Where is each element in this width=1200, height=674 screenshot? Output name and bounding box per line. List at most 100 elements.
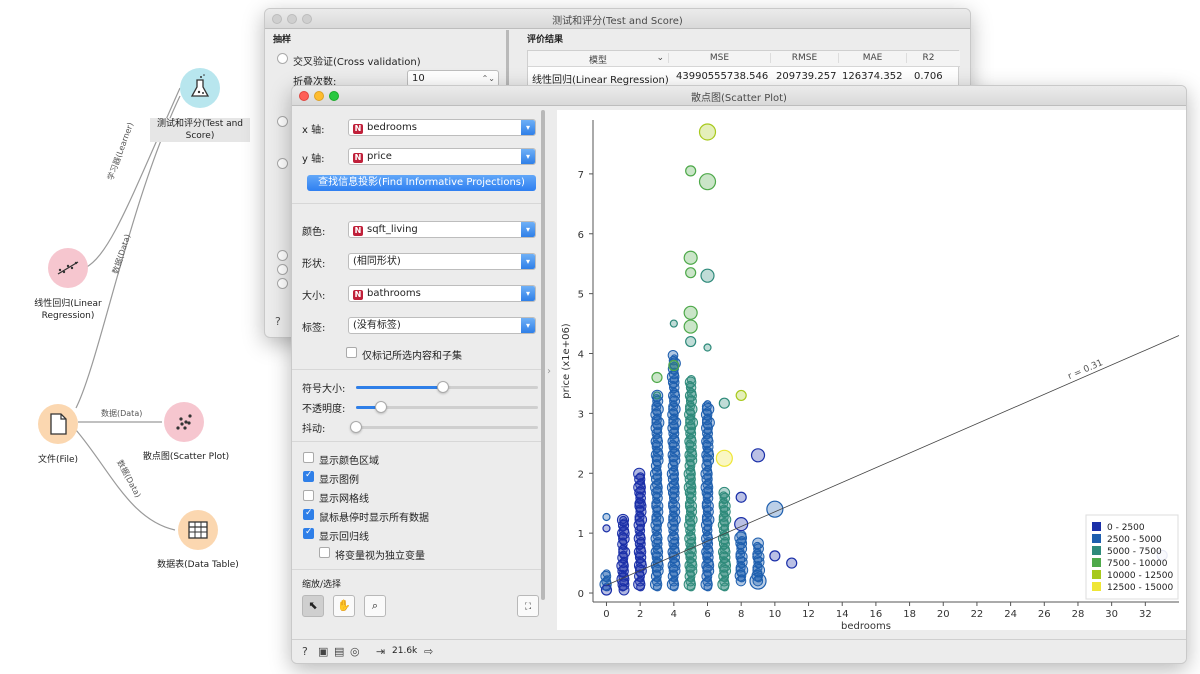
data-point xyxy=(686,375,696,385)
reset-zoom-button[interactable]: ⛶ xyxy=(517,595,539,617)
sampling-radio[interactable] xyxy=(277,250,288,261)
test-score-titlebar[interactable]: 测试和评分(Test and Score) xyxy=(265,9,970,29)
table-header: 模型 ⌄ MSE RMSE MAE R2 xyxy=(528,51,960,67)
select-tool-button[interactable]: ⬉ xyxy=(302,595,324,617)
data-point xyxy=(651,371,663,384)
data-point xyxy=(667,349,679,361)
sampling-radio[interactable] xyxy=(277,264,288,275)
cell-mae: 126374.352 xyxy=(842,71,903,82)
data-point xyxy=(736,530,747,541)
slider-knob[interactable] xyxy=(350,421,362,433)
data-count: 21.6k xyxy=(392,646,418,656)
chevron-down-icon: ▾ xyxy=(521,222,535,237)
show-regression-line-label: 显示回归线 xyxy=(319,532,369,543)
pan-tool-button[interactable]: ✋ xyxy=(333,595,355,617)
workflow-node-data-table[interactable] xyxy=(178,510,218,550)
column-header-model[interactable]: 模型 ⌄ xyxy=(588,53,664,66)
column-header-mae[interactable]: MAE xyxy=(838,53,906,63)
show-gridlines-checkbox[interactable] xyxy=(303,490,314,501)
data-point xyxy=(734,517,749,532)
file-icon xyxy=(50,413,67,435)
sampling-radio[interactable] xyxy=(277,278,288,289)
data-point xyxy=(735,491,747,503)
show-color-regions-checkbox[interactable] xyxy=(303,452,314,463)
minimize-button[interactable] xyxy=(314,91,324,101)
data-point xyxy=(769,550,781,562)
show-all-on-hover-label: 鼠标悬停时显示所有数据 xyxy=(319,513,429,524)
table-row[interactable]: 线性回归(Linear Regression) 43990555738.546 … xyxy=(528,69,960,87)
show-regression-line-checkbox[interactable] xyxy=(303,527,314,539)
show-all-on-hover-checkbox[interactable] xyxy=(303,508,314,520)
zoom-button[interactable] xyxy=(329,91,339,101)
y-tick-label: 7 xyxy=(578,170,584,181)
fullscreen-icon: ⛶ xyxy=(524,602,532,612)
divider xyxy=(292,569,542,570)
data-point xyxy=(633,481,646,494)
opacity-slider[interactable] xyxy=(356,401,538,413)
cell-mse: 43990555738.546 xyxy=(676,71,769,82)
x-tick-label: 10 xyxy=(768,609,781,620)
divider xyxy=(292,203,542,204)
save-icon[interactable]: ▣ xyxy=(318,645,329,658)
window-title: 测试和评分(Test and Score) xyxy=(552,16,683,27)
numeric-variable-icon: N xyxy=(353,226,363,236)
find-projections-button[interactable]: 查找信息投影(Find Informative Projections) xyxy=(307,175,536,191)
data-point xyxy=(634,497,646,509)
y-tick-label: 6 xyxy=(578,230,584,241)
slider-knob[interactable] xyxy=(437,381,450,393)
slider-knob[interactable] xyxy=(375,401,388,413)
data-point xyxy=(684,376,697,389)
data-point xyxy=(602,524,611,533)
symbol-size-slider[interactable] xyxy=(356,381,538,393)
minimize-button[interactable] xyxy=(287,14,297,24)
legend-swatch xyxy=(1092,534,1101,543)
column-header-mse[interactable]: MSE xyxy=(668,53,770,63)
data-point xyxy=(650,481,663,494)
sampling-panel: 抽样 交叉验证(Cross validation) 折叠次数: 10 ⌃⌄ ? xyxy=(265,30,510,330)
treat-independent-checkbox[interactable] xyxy=(319,547,330,558)
sampling-radio[interactable] xyxy=(277,158,288,169)
column-header-rmse[interactable]: RMSE xyxy=(770,53,838,63)
scatter-titlebar[interactable]: 散点图(Scatter Plot) xyxy=(292,86,1186,106)
label-select[interactable]: (没有标签) ▾ xyxy=(348,317,536,334)
x-tick-label: 16 xyxy=(870,609,883,620)
help-icon[interactable]: ? xyxy=(275,315,281,328)
plot-area[interactable]: 0 2 4 6 8 10 12 14 16 18 20 22 24 26 28 30 32 0 1 2 3 4 5 6 7 bed… xyxy=(557,110,1186,632)
workflow-node-scatter-plot[interactable] xyxy=(164,402,204,442)
x-tick-label: 4 xyxy=(671,609,677,620)
legend-label: 2500 - 5000 xyxy=(1107,535,1162,545)
workflow-node-linear-regression[interactable] xyxy=(48,248,88,288)
legend-label: 7500 - 10000 xyxy=(1107,559,1168,569)
jitter-slider[interactable] xyxy=(350,421,538,433)
shape-select[interactable]: (相同形状) ▾ xyxy=(348,253,536,270)
workflow-node-test-score[interactable] xyxy=(180,68,220,108)
scatter-plot[interactable]: 0 2 4 6 8 10 12 14 16 18 20 22 24 26 28 30 3201234567bed… xyxy=(557,110,1186,632)
panel-scrollbar[interactable] xyxy=(541,110,545,600)
zoom-tool-button[interactable]: ⌕ xyxy=(364,595,386,617)
close-button[interactable] xyxy=(299,91,309,101)
collapse-arrow-icon[interactable]: › xyxy=(547,366,551,377)
workflow-links xyxy=(75,87,181,531)
zoom-button[interactable] xyxy=(302,14,312,24)
y-axis-title: price (x1e+06) xyxy=(561,323,572,399)
close-button[interactable] xyxy=(272,14,282,24)
column-header-r2[interactable]: R2 xyxy=(906,53,950,63)
cross-validation-radio[interactable] xyxy=(277,53,288,64)
report-icon[interactable]: ▤ xyxy=(334,645,345,658)
sampling-radio[interactable] xyxy=(277,116,288,127)
data-point xyxy=(669,319,678,328)
image-icon[interactable]: ◎ xyxy=(350,645,360,658)
chevron-down-icon: ▾ xyxy=(521,149,535,164)
help-icon[interactable]: ? xyxy=(302,645,308,658)
label-only-selected-checkbox[interactable] xyxy=(346,347,357,358)
x-tick-label: 18 xyxy=(903,609,916,620)
workflow-node-file[interactable] xyxy=(38,404,78,444)
legend-swatch xyxy=(1092,582,1101,591)
label-only-selected-label: 仅标记所选内容和子集 xyxy=(362,351,462,362)
show-legend-checkbox[interactable] xyxy=(303,470,314,482)
